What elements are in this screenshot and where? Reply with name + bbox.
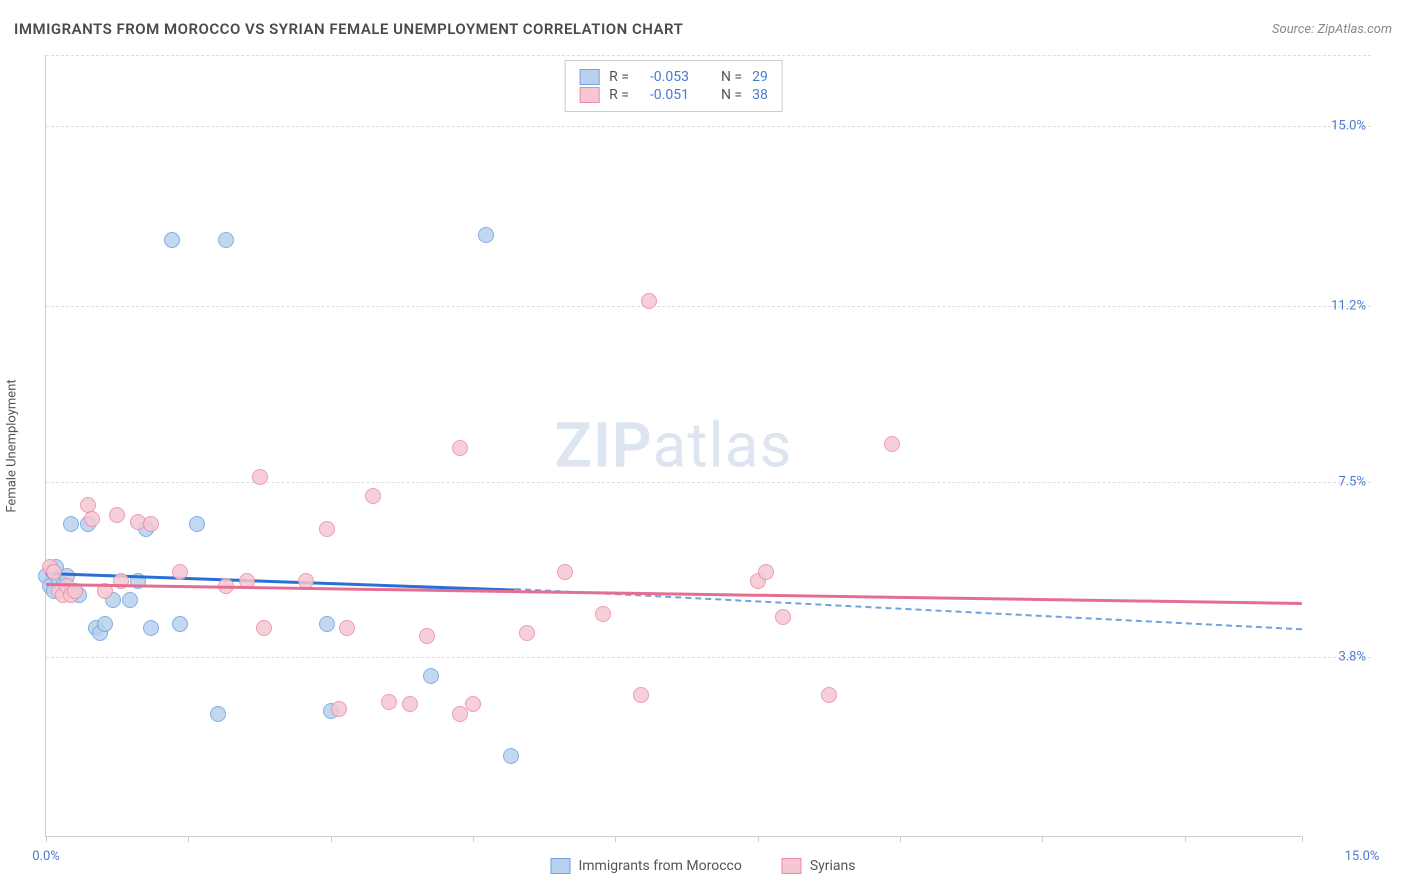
gridline <box>46 126 1371 127</box>
data-point <box>189 516 205 532</box>
data-point <box>210 706 226 722</box>
data-point <box>557 564 573 580</box>
x-tick <box>615 836 616 842</box>
data-point <box>172 616 188 632</box>
chart-title: IMMIGRANTS FROM MOROCCO VS SYRIAN FEMALE… <box>14 20 683 38</box>
n-value: 38 <box>752 87 768 103</box>
correlation-legend-row: R = -0.051 N = 38 <box>579 87 768 103</box>
legend-swatch <box>550 858 570 874</box>
x-tick-label-min: 0.0% <box>32 849 60 864</box>
y-tick-label: 11.2% <box>1331 299 1366 314</box>
correlation-legend-row: R = -0.053 N = 29 <box>579 69 768 85</box>
n-label: N = <box>721 69 742 85</box>
data-point <box>519 625 535 641</box>
series-legend-item: Immigrants from Morocco <box>550 858 741 874</box>
data-point <box>419 628 435 644</box>
x-tick <box>1042 836 1043 842</box>
correlation-legend: R = -0.053 N = 29 R = -0.051 N = 38 <box>564 60 783 112</box>
x-tick <box>758 836 759 842</box>
r-label: R = <box>609 69 629 85</box>
data-point <box>758 564 774 580</box>
data-point <box>595 606 611 622</box>
data-point <box>143 516 159 532</box>
y-tick-label: 7.5% <box>1338 474 1366 489</box>
watermark-atlas: atlas <box>653 409 793 482</box>
gridline <box>46 306 1371 307</box>
y-tick-label: 15.0% <box>1331 119 1366 134</box>
watermark-zip: ZIP <box>555 409 653 482</box>
gridline <box>46 657 1371 658</box>
source-attribution: Source: ZipAtlas.com <box>1272 22 1392 37</box>
data-point <box>884 436 900 452</box>
trend-line-dashed <box>515 588 1302 630</box>
data-point <box>423 668 439 684</box>
data-point <box>97 616 113 632</box>
x-tick <box>188 836 189 842</box>
watermark: ZIPatlas <box>555 409 793 482</box>
r-label: R = <box>609 87 629 103</box>
data-point <box>164 232 180 248</box>
n-value: 29 <box>752 69 768 85</box>
x-tick <box>1185 836 1186 842</box>
data-point <box>339 620 355 636</box>
series-label: Immigrants from Morocco <box>578 858 741 874</box>
data-point <box>63 516 79 532</box>
data-point <box>252 469 268 485</box>
data-point <box>365 488 381 504</box>
y-tick-label: 3.8% <box>1338 649 1366 664</box>
x-tick <box>331 836 332 842</box>
trend-line <box>46 583 1302 604</box>
r-value: -0.051 <box>639 87 689 103</box>
data-point <box>633 687 649 703</box>
data-point <box>46 564 62 580</box>
series-legend: Immigrants from Morocco Syrians <box>550 858 855 874</box>
data-point <box>84 511 100 527</box>
data-point <box>122 592 138 608</box>
data-point <box>402 696 418 712</box>
source-name: ZipAtlas.com <box>1317 22 1392 37</box>
chart-container: ZIPatlas R = -0.053 N = 29 R = -0.051 N = 38 3.… <box>45 55 1371 837</box>
data-point <box>109 507 125 523</box>
chart-header: IMMIGRANTS FROM MOROCCO VS SYRIAN FEMALE… <box>14 20 1392 38</box>
series-legend-item: Syrians <box>782 858 856 874</box>
data-point <box>503 748 519 764</box>
data-point <box>452 440 468 456</box>
x-tick <box>900 836 901 842</box>
data-point <box>256 620 272 636</box>
data-point <box>775 609 791 625</box>
n-label: N = <box>721 87 742 103</box>
data-point <box>319 521 335 537</box>
x-tick <box>473 836 474 842</box>
data-point <box>172 564 188 580</box>
legend-swatch <box>782 858 802 874</box>
legend-swatch <box>579 69 599 85</box>
x-tick <box>46 836 47 842</box>
data-point <box>821 687 837 703</box>
r-value: -0.053 <box>639 69 689 85</box>
data-point <box>143 620 159 636</box>
data-point <box>218 232 234 248</box>
data-point <box>319 616 335 632</box>
x-tick-label-max: 15.0% <box>1345 849 1380 864</box>
gridline <box>46 482 1371 483</box>
gridline <box>46 55 1371 56</box>
legend-swatch <box>579 87 599 103</box>
series-label: Syrians <box>810 858 856 874</box>
x-tick <box>1302 836 1303 842</box>
data-point <box>381 694 397 710</box>
y-axis-label: Female Unemployment <box>5 379 20 512</box>
source-prefix: Source: <box>1272 22 1317 37</box>
data-point <box>478 227 494 243</box>
plot-area: ZIPatlas R =-0.053N =29R =-0.051N =38 3.… <box>45 55 1301 837</box>
data-point <box>465 696 481 712</box>
data-point <box>641 293 657 309</box>
data-point <box>331 701 347 717</box>
